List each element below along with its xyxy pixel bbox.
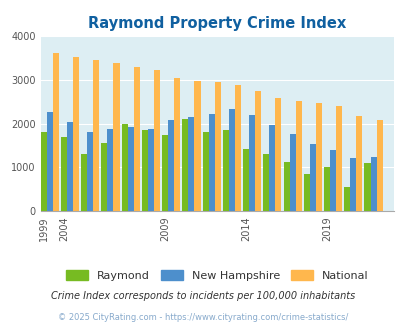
Bar <box>289 134 295 211</box>
Text: Crime Index corresponds to incidents per 100,000 inhabitants: Crime Index corresponds to incidents per… <box>51 291 354 301</box>
Bar <box>364 163 370 211</box>
Bar <box>283 162 289 211</box>
Bar <box>228 109 234 211</box>
Bar <box>147 129 153 211</box>
Bar <box>87 132 93 211</box>
Bar <box>254 91 260 211</box>
Bar <box>67 121 73 211</box>
Bar <box>153 70 160 211</box>
Bar <box>141 130 147 211</box>
Bar <box>303 174 309 211</box>
Bar <box>168 120 174 211</box>
Bar <box>309 144 315 211</box>
Bar <box>188 117 194 211</box>
Bar <box>133 67 139 211</box>
Bar <box>182 119 188 211</box>
Bar <box>194 81 200 211</box>
Bar <box>53 53 59 211</box>
Bar <box>315 103 321 211</box>
Bar <box>243 149 249 211</box>
Bar <box>202 132 208 211</box>
Bar <box>269 125 275 211</box>
Bar <box>101 144 107 211</box>
Text: © 2025 CityRating.com - https://www.cityrating.com/crime-statistics/: © 2025 CityRating.com - https://www.city… <box>58 313 347 322</box>
Bar <box>376 120 382 211</box>
Bar <box>262 154 269 211</box>
Bar <box>73 57 79 211</box>
Bar <box>295 101 301 211</box>
Bar <box>249 115 254 211</box>
Bar <box>162 135 168 211</box>
Bar <box>356 116 362 211</box>
Bar <box>81 154 87 211</box>
Bar <box>208 114 214 211</box>
Bar <box>93 60 99 211</box>
Bar <box>174 78 180 211</box>
Bar <box>343 187 350 211</box>
Bar <box>335 106 341 211</box>
Bar <box>350 158 356 211</box>
Bar <box>222 130 228 211</box>
Bar <box>47 112 53 211</box>
Title: Raymond Property Crime Index: Raymond Property Crime Index <box>88 16 345 31</box>
Bar <box>234 85 241 211</box>
Bar <box>329 150 335 211</box>
Bar <box>214 82 220 211</box>
Bar <box>370 157 376 211</box>
Bar <box>61 137 67 211</box>
Bar <box>113 63 119 211</box>
Bar <box>121 124 127 211</box>
Bar <box>275 98 281 211</box>
Bar <box>323 167 329 211</box>
Legend: Raymond, New Hampshire, National: Raymond, New Hampshire, National <box>61 266 372 285</box>
Bar <box>107 129 113 211</box>
Bar <box>127 127 133 211</box>
Bar <box>40 132 47 211</box>
